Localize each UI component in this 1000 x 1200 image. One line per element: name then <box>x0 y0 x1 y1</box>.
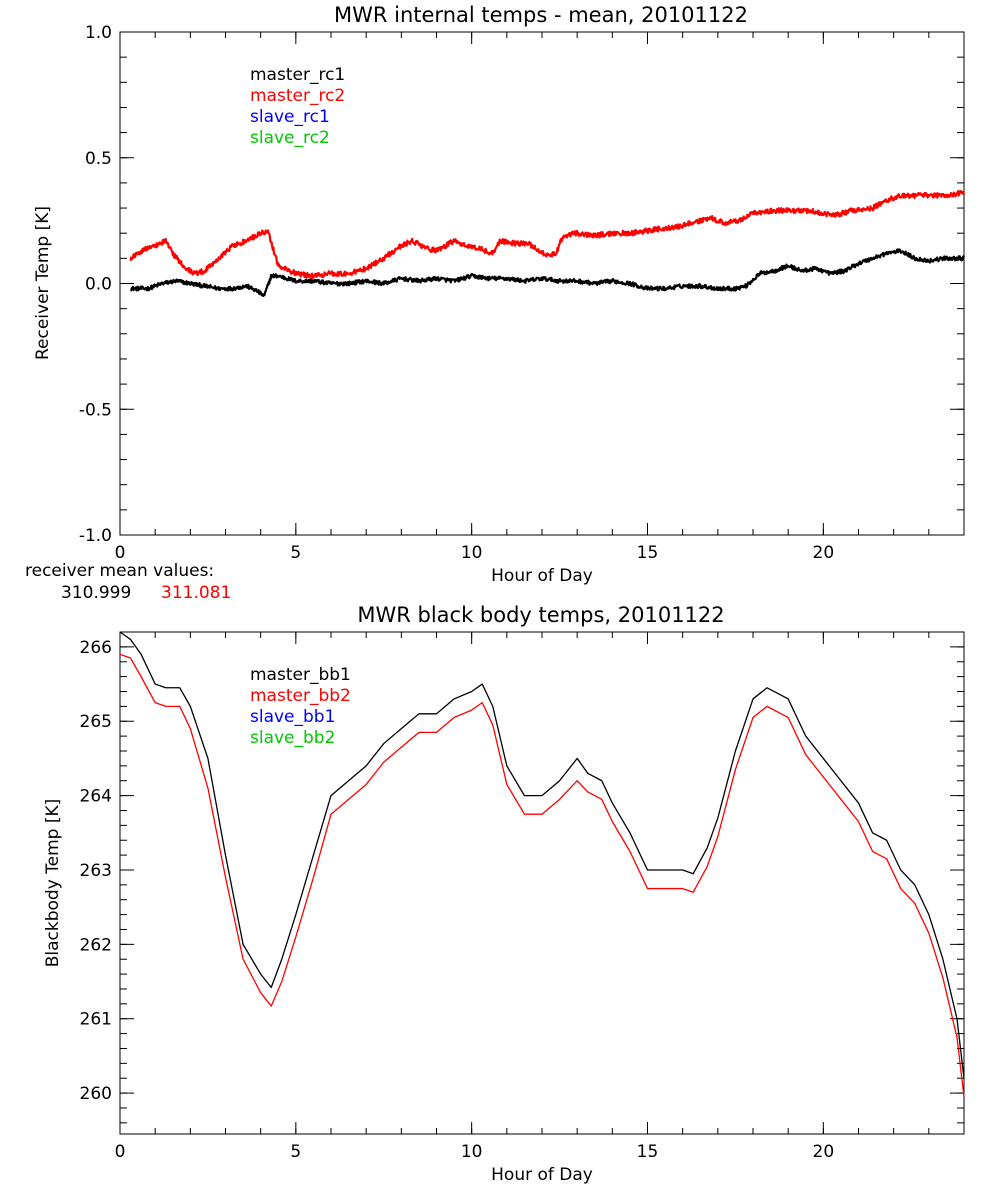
x-tick-label: 15 <box>637 1142 659 1162</box>
legend-entry-slave-bb1: slave_bb1 <box>250 707 335 727</box>
plot-area <box>129 190 966 297</box>
y-axis-label: Blackbody Temp [K] <box>43 799 63 968</box>
x-tick-label: 20 <box>813 1142 835 1162</box>
y-tick-label: 260 <box>80 1084 112 1104</box>
y-tick-label: 261 <box>80 1010 112 1030</box>
y-tick-labels: -1.0 -0.5 0.0 0.5 1.0 <box>79 23 112 546</box>
y-tick-label: 263 <box>80 861 112 881</box>
y-tick-label: 0.5 <box>85 149 112 169</box>
x-tick-label: 10 <box>461 1142 483 1162</box>
y-tick-label: 1.0 <box>85 23 112 43</box>
y-tick-labels: 260 261 262 263 264 265 266 <box>80 638 112 1104</box>
y-tick-label: 262 <box>80 935 112 955</box>
plot-area <box>119 631 965 1097</box>
axis-ticks <box>119 31 965 536</box>
x-tick-label: 15 <box>637 543 659 563</box>
legend-entry-slave-rc1: slave_rc1 <box>250 107 330 127</box>
chart-title: MWR internal temps - mean, 20101122 <box>334 3 748 27</box>
axis-ticks <box>119 631 965 1134</box>
blackbody-temp-chart: MWR black body temps, 20101122 0 5 10 15 20 … <box>43 603 965 1185</box>
receiver-mean-value-2: 311.081 <box>161 583 231 603</box>
chart-title: MWR black body temps, 20101122 <box>357 603 724 627</box>
y-tick-label: 265 <box>80 712 112 732</box>
x-axis-label: Hour of Day <box>491 566 593 586</box>
y-tick-label: 264 <box>80 787 112 807</box>
receiver-mean-label: receiver mean values: <box>25 561 214 581</box>
x-tick-labels: 0 5 10 15 20 <box>115 1142 835 1162</box>
plot-frame <box>119 31 965 536</box>
y-tick-label: -0.5 <box>79 400 112 420</box>
x-tick-label: 0 <box>115 1142 126 1162</box>
y-tick-label: -1.0 <box>79 526 112 546</box>
legend-entry-slave-rc2: slave_rc2 <box>250 128 330 148</box>
legend-entry-slave-bb2: slave_bb2 <box>250 728 335 748</box>
receiver-temp-chart: MWR internal temps - mean, 20101122 0 5 10… <box>25 3 966 603</box>
x-tick-label: 0 <box>115 543 126 563</box>
y-axis-label: Receiver Temp [K] <box>33 206 53 360</box>
x-tick-label: 10 <box>461 543 483 563</box>
x-axis-label: Hour of Day <box>491 1165 593 1185</box>
x-tick-label: 5 <box>290 543 301 563</box>
y-tick-label: 266 <box>80 638 112 658</box>
legend-entry-master-bb1: master_bb1 <box>250 665 351 685</box>
plot-frame <box>119 631 965 1135</box>
x-tick-label: 5 <box>290 1142 301 1162</box>
receiver-mean-value-1: 310.999 <box>61 583 131 603</box>
legend-entry-master-bb2: master_bb2 <box>250 686 351 706</box>
x-tick-label: 20 <box>813 543 835 563</box>
legend-entry-master-rc1: master_rc1 <box>250 65 345 85</box>
series-line-master-rc1 <box>130 248 965 297</box>
x-tick-labels: 0 5 10 15 20 <box>115 543 835 563</box>
series-line-master-bb1 <box>119 631 965 1079</box>
series-line-master-bb2 <box>119 653 965 1097</box>
series-line-master-rc2 <box>129 190 966 280</box>
y-tick-label: 0.0 <box>85 275 112 295</box>
legend-entry-master-rc2: master_rc2 <box>250 86 345 106</box>
